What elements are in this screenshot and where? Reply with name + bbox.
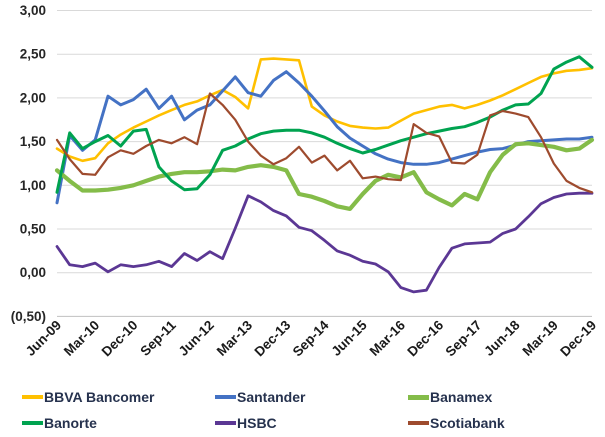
y-tick-label: 3,00 (20, 3, 46, 18)
legend-swatch-santander (215, 395, 236, 399)
x-tick-label: Sep-14 (290, 317, 332, 359)
legend-item-banorte[interactable]: Banorte (22, 415, 97, 431)
x-tick-label: Jun-18 (481, 317, 523, 359)
gridlines (57, 10, 592, 317)
x-tick-label: Sep-17 (443, 318, 485, 360)
y-tick-label: 2,00 (20, 90, 46, 105)
legend-swatch-scotiabank (408, 421, 429, 425)
legend-item-scotiabank[interactable]: Scotiabank (408, 415, 505, 431)
x-tick-label: Mar-10 (61, 318, 102, 359)
legend-label-santander: Santander (237, 389, 306, 405)
x-tick-label: Dec-13 (251, 317, 293, 359)
series-line-santander[interactable] (55, 70, 594, 205)
y-tick-label: 0,00 (20, 265, 46, 280)
x-tick-label: Mar-16 (367, 317, 409, 359)
series-line-hsbc[interactable] (55, 191, 594, 294)
legend-item-hsbc[interactable]: HSBC (215, 415, 277, 431)
legend-label-bbva-bancomer: BBVA Bancomer (44, 389, 155, 405)
legend-item-bbva-bancomer[interactable]: BBVA Bancomer (22, 389, 154, 405)
x-tick-label: Sep-11 (137, 317, 179, 359)
x-tick-label: Dec-19 (557, 318, 599, 360)
y-tick-label: 1,50 (20, 134, 46, 149)
series-line-scotiabank[interactable] (55, 92, 594, 194)
legend-label-banamex: Banamex (430, 389, 493, 405)
legend-item-banamex[interactable]: Banamex (408, 389, 492, 405)
y-tick-label: 1,00 (20, 178, 46, 193)
legend-swatch-bbva-bancomer (22, 395, 43, 399)
series-line-bbva-bancomer[interactable] (55, 57, 594, 163)
chart-plot-area: 3,00 2,50 2,00 1,50 1,00 0,50 0,00 (0,50)Jun-09… (11, 3, 599, 359)
legend-swatch-banamex (408, 394, 429, 400)
y-axis-tick-labels: 3,00 2,50 2,00 1,50 1,00 0,50 0,00 (0,50) (11, 3, 46, 324)
x-tick-label: Mar-13 (214, 317, 256, 359)
y-tick-label: (0,50) (11, 309, 46, 324)
legend-label-scotiabank: Scotiabank (430, 415, 505, 431)
x-tick-label: Mar-19 (520, 318, 561, 359)
x-tick-label: Dec-10 (99, 318, 141, 360)
legend-label-banorte: Banorte (44, 415, 97, 431)
x-tick-label: Jun-12 (176, 318, 217, 359)
legend-swatch-hsbc (215, 421, 236, 425)
series-line-banamex[interactable] (54, 137, 595, 211)
y-tick-label: 0,50 (20, 222, 46, 237)
x-axis-tick-labels: Jun-09Mar-10Dec-10Sep-11Jun-12Mar-13Dec-… (23, 317, 599, 359)
x-tick-label: Jun-15 (328, 317, 370, 359)
legend-item-santander[interactable]: Santander (215, 389, 305, 405)
y-tick-label: 2,50 (20, 47, 46, 62)
legend-swatch-banorte (22, 421, 43, 425)
legend-label-hsbc: HSBC (237, 415, 277, 431)
x-tick-label: Dec-16 (404, 317, 446, 359)
